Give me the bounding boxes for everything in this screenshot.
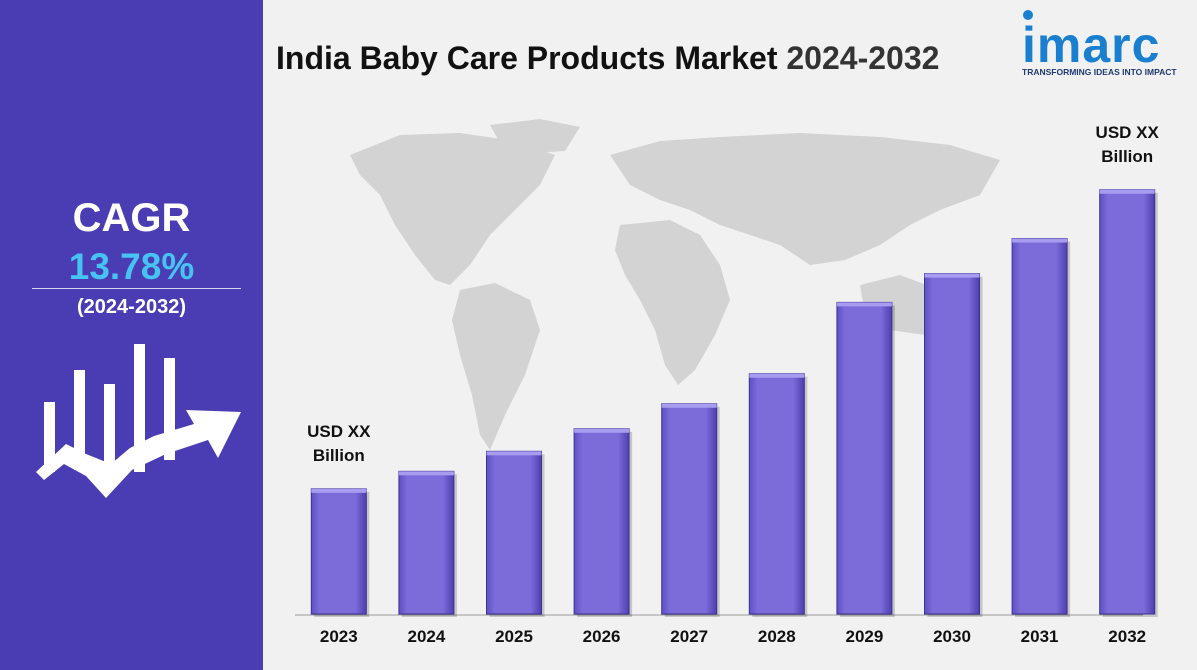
- bar-2023: [310, 488, 367, 615]
- x-tick-label: 2029: [845, 627, 883, 646]
- cagr-label: CAGR: [72, 196, 191, 240]
- bar-2031: [1011, 238, 1068, 615]
- x-tick-label: 2026: [583, 627, 621, 646]
- cagr-value: 13.78%: [68, 246, 195, 287]
- x-tick-label: 2032: [1108, 627, 1146, 646]
- bar-cap: [486, 451, 542, 456]
- bar-cap: [311, 488, 367, 493]
- value-annotation: Billion: [1101, 147, 1153, 166]
- logo-tagline: TRANSFORMING IDEAS INTO IMPACT: [1022, 67, 1177, 77]
- logo-wordmark: imarc: [1022, 17, 1161, 73]
- bar-2032: [1099, 189, 1156, 615]
- value-annotation: USD XX: [1096, 123, 1160, 142]
- cagr-panel: CAGR 13.78% (2024-2032): [0, 0, 263, 670]
- bar-chart: 2023 2024 2025 2026 2027 2028 2029 2030 2031 2032…: [295, 123, 1160, 646]
- bar-cap: [574, 428, 630, 433]
- bar-2030: [924, 273, 980, 615]
- logo-dot: [1023, 10, 1033, 20]
- imarc-logo: imarc TRANSFORMING IDEAS INTO IMPACT: [1020, 8, 1186, 80]
- bar-cap: [836, 302, 892, 307]
- bar-2025: [486, 450, 542, 615]
- x-tick-label: 2025: [495, 627, 533, 646]
- bar-cap: [749, 373, 805, 378]
- x-tick-label: 2028: [758, 627, 796, 646]
- bar-2026: [573, 428, 630, 615]
- bar-2029: [836, 301, 893, 615]
- x-tick-label: 2027: [670, 627, 708, 646]
- growth-chart-icon: [36, 344, 241, 498]
- bar-cap: [1099, 189, 1155, 194]
- value-annotation: USD XX: [307, 422, 371, 441]
- cagr-period: (2024-2032): [77, 296, 186, 318]
- bar-cap: [398, 471, 454, 476]
- bar-cap: [661, 403, 717, 408]
- bar-2027: [661, 403, 718, 615]
- x-tick-label: 2023: [320, 627, 358, 646]
- x-tick-label: 2030: [933, 627, 971, 646]
- bar-cap: [1012, 238, 1068, 243]
- title-text: India Baby Care Products Market: [276, 40, 778, 76]
- x-tick-label: 2031: [1021, 627, 1059, 646]
- value-annotation: Billion: [313, 446, 365, 465]
- x-tick-label: 2024: [407, 627, 445, 646]
- bar-2028: [748, 373, 805, 615]
- cagr-divider: [32, 288, 241, 289]
- world-map-background: [350, 119, 1000, 450]
- bar-2024: [398, 470, 455, 615]
- title-year-range: 2024-2032: [786, 40, 940, 76]
- bar-cap: [924, 273, 980, 278]
- chart-title: India Baby Care Products Market 2024-203…: [276, 40, 1016, 77]
